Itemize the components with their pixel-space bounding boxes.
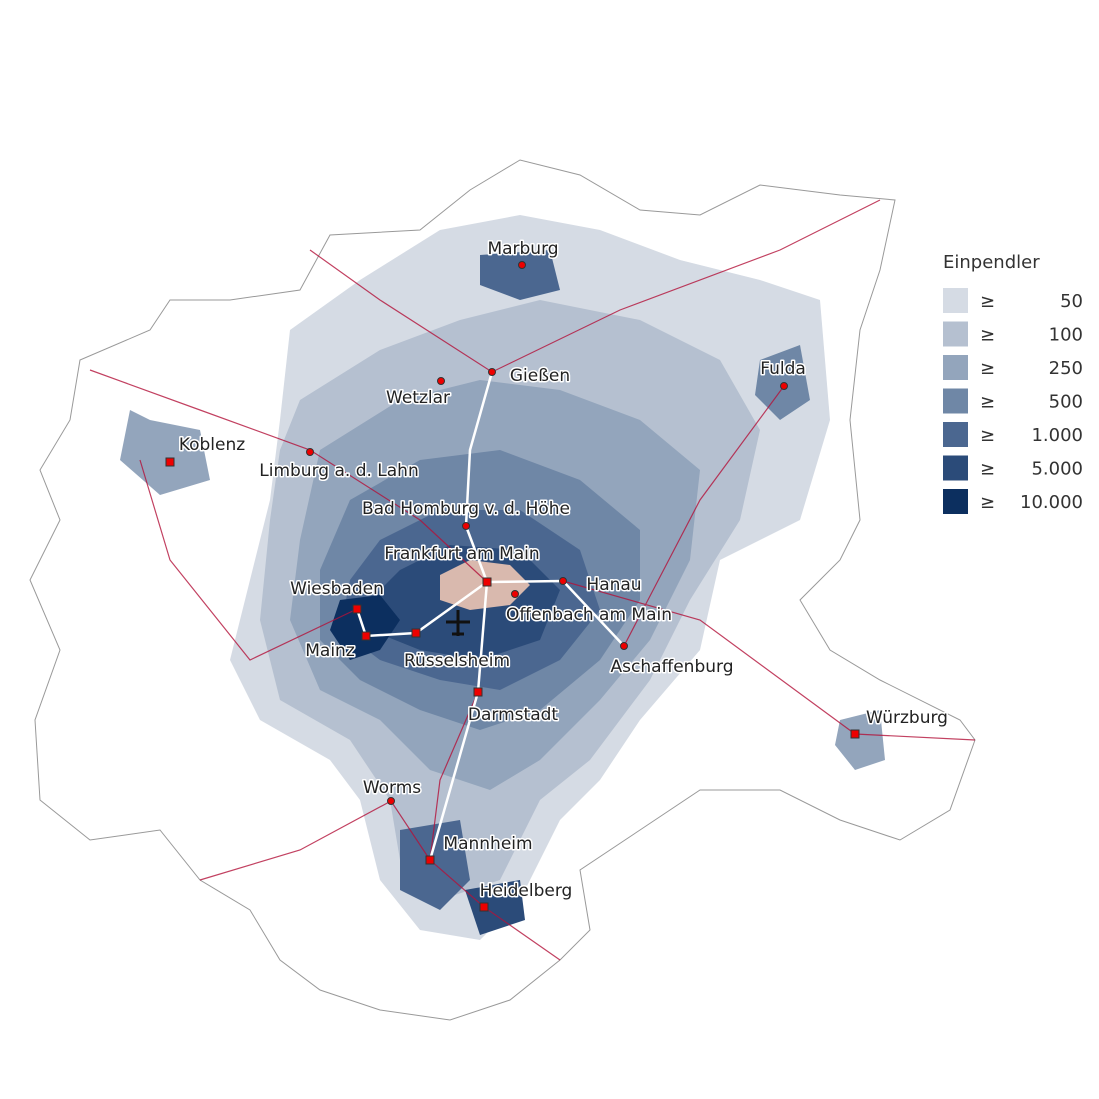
legend-swatch xyxy=(943,288,968,313)
city-marker xyxy=(473,687,483,697)
city-marker xyxy=(559,577,567,585)
city-label: Frankfurt am Main xyxy=(384,544,539,564)
city-marker xyxy=(850,729,860,739)
city-marker xyxy=(425,855,435,865)
city-marker xyxy=(479,902,489,912)
legend-label: 500 xyxy=(1049,392,1083,413)
city-label: Würzburg xyxy=(866,708,948,728)
city-marker xyxy=(437,377,445,385)
city-label: Rüsselsheim xyxy=(404,651,510,671)
city-label: Worms xyxy=(363,778,421,798)
legend-label: 1.000 xyxy=(1031,425,1083,446)
city-label: Fulda xyxy=(760,359,806,379)
city-marker xyxy=(352,604,362,614)
legend-symbol: ≥ xyxy=(980,358,995,379)
city-marker xyxy=(411,628,421,638)
city-label: Mainz xyxy=(305,641,355,661)
legend-swatch xyxy=(943,489,968,514)
city-label: Bad Homburg v. d. Höhe xyxy=(362,499,570,519)
city-label: Mannheim xyxy=(443,834,532,854)
city-label: Offenbach am Main xyxy=(506,605,672,625)
legend-swatch xyxy=(943,321,968,347)
city-marker xyxy=(620,642,628,650)
legend-symbol: ≥ xyxy=(980,492,995,513)
legend-label: 250 xyxy=(1049,358,1083,379)
city-marker xyxy=(780,382,788,390)
legend-label: 10.000 xyxy=(1020,492,1083,513)
city-marker xyxy=(462,522,470,530)
city-marker xyxy=(387,797,395,805)
legend-title: Einpendler xyxy=(943,252,1040,273)
legend-label: 50 xyxy=(1060,291,1083,312)
legend-symbol: ≥ xyxy=(980,291,995,312)
city-label: Gießen xyxy=(510,366,570,386)
legend-swatch xyxy=(943,455,968,481)
city-marker xyxy=(361,631,371,641)
legend-swatch xyxy=(943,388,968,414)
city-marker xyxy=(482,577,492,587)
city-label: Koblenz xyxy=(179,435,245,455)
city-label: Darmstadt xyxy=(468,705,558,725)
legend-swatch xyxy=(943,355,968,380)
city-marker xyxy=(306,448,314,456)
city-label: Limburg a. d. Lahn xyxy=(259,461,418,481)
city-label: Heidelberg xyxy=(480,881,573,901)
legend-symbol: ≥ xyxy=(980,425,995,446)
city-marker xyxy=(518,261,526,269)
legend-symbol: ≥ xyxy=(980,392,995,413)
city-label: Marburg xyxy=(487,239,558,259)
map-base xyxy=(29,159,976,1021)
city-label: Wiesbaden xyxy=(290,579,384,599)
city-label: Wetzlar xyxy=(386,388,450,408)
legend-symbol: ≥ xyxy=(980,459,995,480)
legend-label: 100 xyxy=(1049,325,1083,346)
city-label: Hanau xyxy=(586,575,641,595)
city-marker xyxy=(511,590,519,598)
city-marker xyxy=(165,457,175,467)
city-label: Aschaffenburg xyxy=(610,657,733,677)
legend-swatch xyxy=(943,422,968,447)
legend-label: 5.000 xyxy=(1031,459,1083,480)
city-marker xyxy=(488,368,496,376)
legend-symbol: ≥ xyxy=(980,325,995,346)
